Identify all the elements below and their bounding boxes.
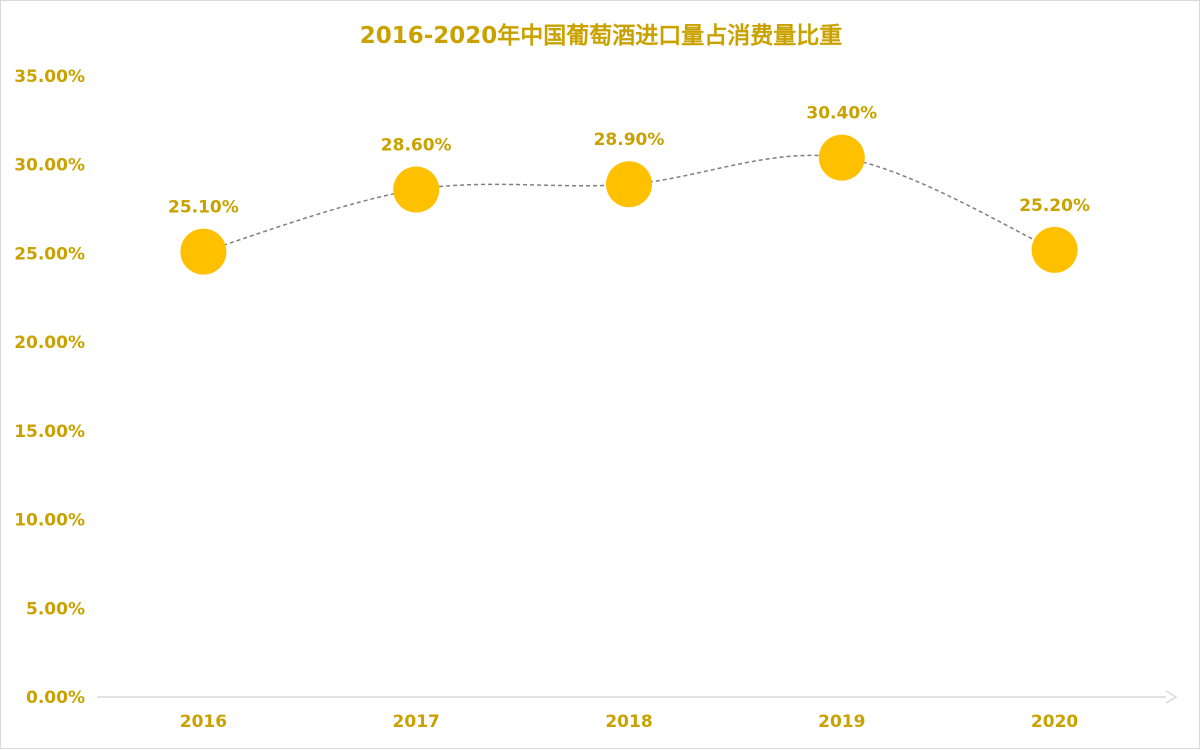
y-tick-label: 30.00% [14,156,85,176]
y-tick-label: 5.00% [26,599,85,619]
x-axis-arrow-icon [1165,690,1178,704]
data-point-marker [818,134,865,181]
chart-title: 2016-2020年中国葡萄酒进口量占消费量比重 [360,22,843,49]
data-point-marker [393,166,440,213]
x-axis-ticks: 2016 2017 2018 2019 2020 [180,712,1079,732]
y-tick-label: 15.00% [14,422,85,442]
y-tick-label: 10.00% [14,511,85,531]
data-point-marker [1031,226,1078,273]
data-label: 28.60% [381,136,452,156]
data-point-marker [180,228,227,275]
y-tick-label: 25.00% [14,244,85,264]
data-label: 25.20% [1019,196,1090,216]
x-tick-label: 2018 [605,712,652,732]
y-tick-label: 35.00% [14,67,85,87]
data-label: 30.40% [806,104,877,124]
data-labels: 25.10% 28.60% 28.90% 30.40% 25.20% [168,104,1090,218]
y-tick-label: 20.00% [14,333,85,353]
x-tick-label: 2019 [818,712,865,732]
y-axis-ticks: 0.00% 5.00% 10.00% 15.00% 20.00% 25.00% 30.00%… [14,67,85,708]
data-point-marker [606,161,652,208]
data-label: 28.90% [594,130,665,150]
series-markers [180,134,1078,275]
data-label: 25.10% [168,198,239,218]
y-tick-label: 0.00% [26,688,85,708]
x-tick-label: 2020 [1031,712,1078,732]
x-tick-label: 2016 [180,712,227,732]
x-tick-label: 2017 [393,712,440,732]
